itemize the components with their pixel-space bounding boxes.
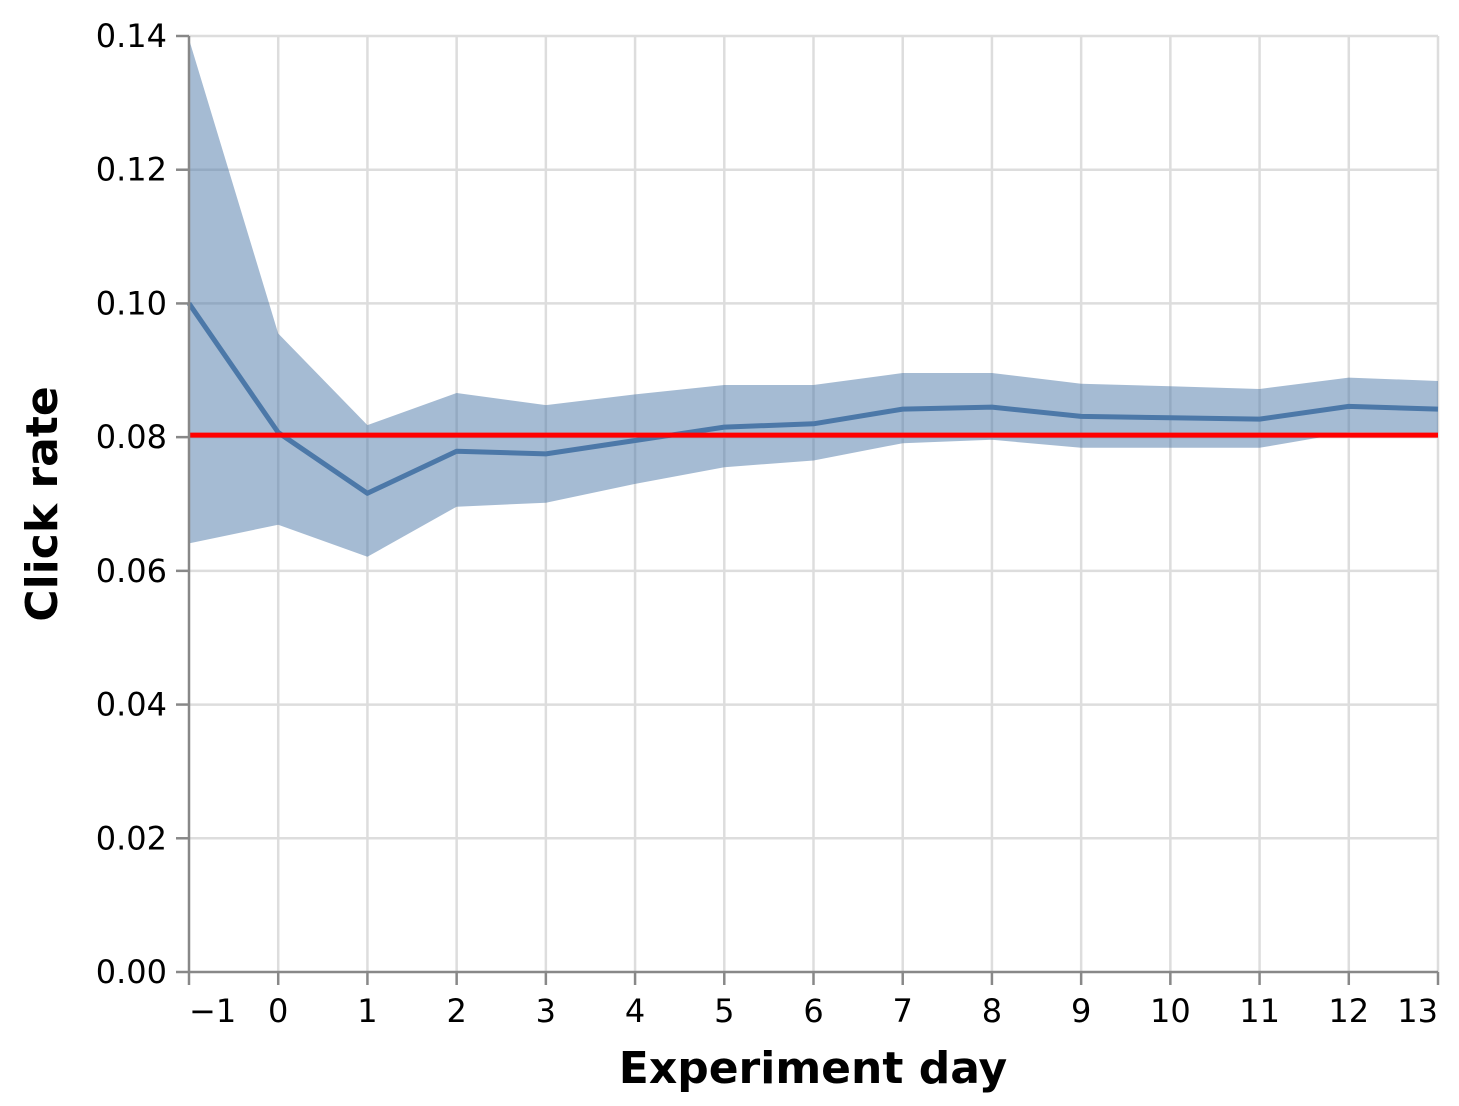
x-tick-label: 8 [982,992,1002,1030]
x-tick-label: 13 [1397,992,1438,1030]
x-tick-label: 10 [1150,992,1191,1030]
y-tick-label: 0.04 [96,686,167,724]
y-axis-title: Click rate [17,386,68,621]
x-tick-label: 9 [1071,992,1091,1030]
axes: 0.000.020.040.060.080.100.120.14−1 0 1 2 3 4 5… [96,17,1440,1030]
y-tick-label: 0.00 [96,953,167,991]
x-tick-label: 6 [803,992,823,1030]
y-tick-label: 0.02 [96,819,167,857]
y-tick-label: 0.14 [96,17,167,55]
x-tick-label: 4 [625,992,645,1030]
x-axis-title: Experiment day [619,1043,1007,1094]
x-tick-label: 1 [357,992,377,1030]
confidence-band [189,39,1438,557]
confidence-band-layer [189,39,1438,557]
x-tick-label: 5 [714,992,734,1030]
x-tick-label: 0 [268,992,288,1030]
y-tick-label: 0.10 [96,284,167,322]
x-tick-label: 3 [536,992,556,1030]
y-tick-label: 0.12 [96,151,167,189]
y-tick-label: 0.06 [96,552,167,590]
x-tick-label: 2 [446,992,466,1030]
x-tick-label: −1 [189,992,236,1030]
x-tick-label: 12 [1328,992,1369,1030]
y-tick-label: 0.08 [96,418,167,456]
series-line [186,301,1439,496]
x-tick-label: 7 [893,992,913,1030]
x-tick-label: 11 [1239,992,1280,1030]
